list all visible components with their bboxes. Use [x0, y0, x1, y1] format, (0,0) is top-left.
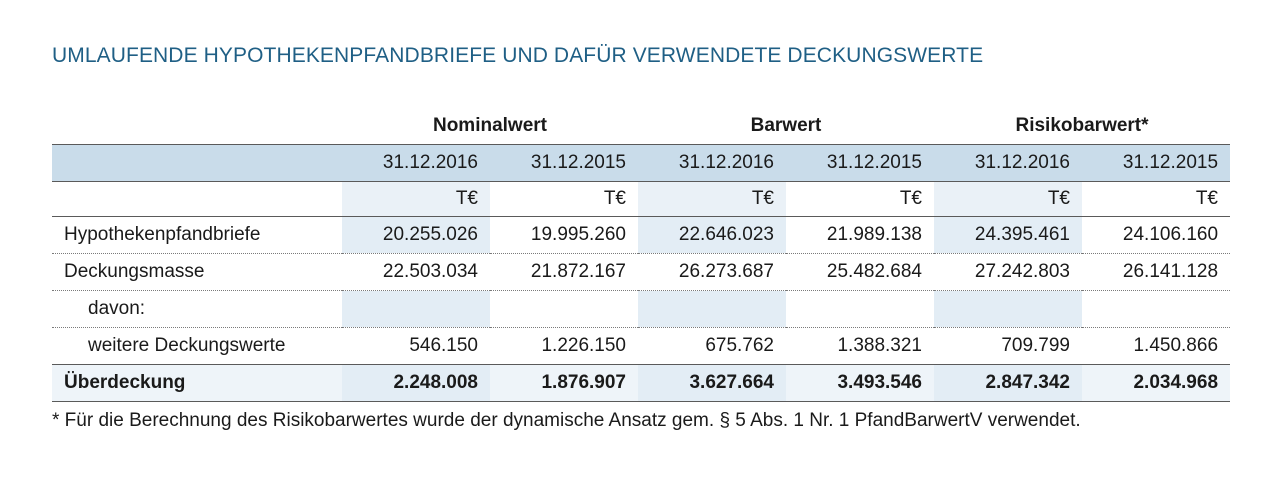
footnote: * Für die Berechnung des Risikobarwertes…	[52, 410, 1081, 431]
value-cell: 2.847.342	[934, 364, 1082, 402]
row-label: Hypothekenpfandbriefe	[52, 216, 342, 254]
unit-cell: T€	[786, 181, 934, 217]
table-row: Deckungsmasse 22.503.034 21.872.167 26.2…	[52, 253, 1231, 291]
coverage-table: Nominalwert Barwert Risikobarwert* 31.12…	[52, 108, 1231, 402]
row-label: davon:	[52, 290, 342, 328]
date-cell: 31.12.2016	[638, 144, 786, 182]
table-row: Hypothekenpfandbriefe 20.255.026 19.995.…	[52, 216, 1231, 254]
value-cell	[342, 290, 490, 328]
table-row: weitere Deckungswerte 546.150 1.226.150 …	[52, 327, 1231, 365]
group-header-risiko: Risikobarwert*	[934, 108, 1231, 145]
value-cell: 2.034.968	[1082, 364, 1231, 402]
value-cell: 20.255.026	[342, 216, 490, 254]
value-cell: 3.627.664	[638, 364, 786, 402]
value-cell	[934, 290, 1082, 328]
value-cell: 2.248.008	[342, 364, 490, 402]
value-cell: 709.799	[934, 327, 1082, 365]
date-cell: 31.12.2015	[490, 144, 638, 182]
value-cell: 27.242.803	[934, 253, 1082, 291]
value-cell: 21.989.138	[786, 216, 934, 254]
value-cell: 26.273.687	[638, 253, 786, 291]
unit-cell: T€	[934, 181, 1082, 217]
value-cell: 21.872.167	[490, 253, 638, 291]
value-cell: 546.150	[342, 327, 490, 365]
value-cell: 1.388.321	[786, 327, 934, 365]
value-cell: 675.762	[638, 327, 786, 365]
date-spacer	[52, 144, 342, 182]
value-cell: 24.106.160	[1082, 216, 1231, 254]
unit-spacer	[52, 181, 342, 217]
date-header-row: 31.12.2016 31.12.2015 31.12.2016 31.12.2…	[52, 144, 1231, 182]
unit-row: T€ T€ T€ T€ T€ T€	[52, 181, 1231, 217]
value-cell: 25.482.684	[786, 253, 934, 291]
header-spacer	[52, 108, 342, 145]
value-cell: 19.995.260	[490, 216, 638, 254]
row-label: Deckungsmasse	[52, 253, 342, 291]
date-cell: 31.12.2016	[342, 144, 490, 182]
row-label: Überdeckung	[52, 364, 342, 402]
value-cell: 1.876.907	[490, 364, 638, 402]
group-header-nominal: Nominalwert	[342, 108, 638, 145]
value-cell: 3.493.546	[786, 364, 934, 402]
total-row: Überdeckung 2.248.008 1.876.907 3.627.66…	[52, 364, 1231, 402]
date-cell: 31.12.2015	[1082, 144, 1231, 182]
value-cell	[786, 290, 934, 328]
row-label: weitere Deckungswerte	[52, 327, 342, 365]
value-cell: 1.450.866	[1082, 327, 1231, 365]
value-cell	[490, 290, 638, 328]
value-cell	[638, 290, 786, 328]
unit-cell: T€	[638, 181, 786, 217]
value-cell: 22.503.034	[342, 253, 490, 291]
page-title: UMLAUFENDE HYPOTHEKENPFANDBRIEFE UND DAF…	[52, 44, 984, 67]
group-header-barwert: Barwert	[638, 108, 934, 145]
value-cell	[1082, 290, 1231, 328]
date-cell: 31.12.2015	[786, 144, 934, 182]
unit-cell: T€	[342, 181, 490, 217]
unit-cell: T€	[490, 181, 638, 217]
value-cell: 24.395.461	[934, 216, 1082, 254]
value-cell: 1.226.150	[490, 327, 638, 365]
value-cell: 22.646.023	[638, 216, 786, 254]
table-row: davon:	[52, 290, 1231, 328]
value-cell: 26.141.128	[1082, 253, 1231, 291]
group-header-row: Nominalwert Barwert Risikobarwert*	[52, 108, 1231, 145]
unit-cell: T€	[1082, 181, 1231, 217]
date-cell: 31.12.2016	[934, 144, 1082, 182]
